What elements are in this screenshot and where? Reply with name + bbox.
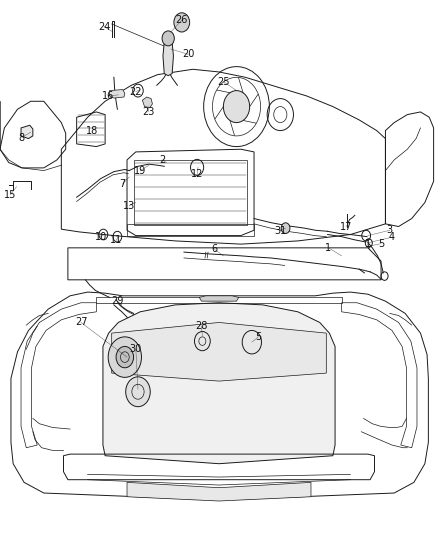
Text: 26: 26 <box>176 15 188 25</box>
Polygon shape <box>199 296 239 301</box>
Circle shape <box>162 31 174 46</box>
Text: 4: 4 <box>389 232 395 242</box>
Circle shape <box>223 91 250 123</box>
Text: 29: 29 <box>111 296 124 306</box>
Text: 30: 30 <box>130 344 142 353</box>
Text: 8: 8 <box>19 133 25 142</box>
Text: 19: 19 <box>134 166 146 175</box>
Polygon shape <box>112 322 326 381</box>
Text: 22: 22 <box>130 87 142 96</box>
Text: 25: 25 <box>217 77 230 86</box>
Text: 12: 12 <box>191 169 203 179</box>
Text: 27: 27 <box>75 318 87 327</box>
Text: 16: 16 <box>102 91 114 101</box>
Text: 28: 28 <box>195 321 208 331</box>
Text: 10: 10 <box>95 232 107 241</box>
Polygon shape <box>110 90 125 98</box>
Text: 20: 20 <box>182 50 194 59</box>
Circle shape <box>116 346 134 368</box>
Text: 1: 1 <box>325 243 332 253</box>
Circle shape <box>194 332 210 351</box>
Text: 5: 5 <box>378 239 384 248</box>
Polygon shape <box>21 125 33 139</box>
Text: 11: 11 <box>110 236 122 245</box>
Text: 6: 6 <box>212 245 218 254</box>
Text: 17: 17 <box>340 222 352 231</box>
Circle shape <box>281 223 290 233</box>
Text: 15: 15 <box>4 190 17 199</box>
Text: 7: 7 <box>120 179 126 189</box>
Text: 5: 5 <box>255 332 261 342</box>
Polygon shape <box>103 303 335 464</box>
Text: 3: 3 <box>387 225 393 235</box>
Polygon shape <box>127 482 311 501</box>
Text: 24: 24 <box>98 22 110 31</box>
Text: 18: 18 <box>86 126 98 135</box>
Text: 31: 31 <box>274 226 286 236</box>
Text: 1: 1 <box>365 239 371 249</box>
Text: 2: 2 <box>159 155 165 165</box>
Polygon shape <box>142 97 152 108</box>
Circle shape <box>126 377 150 407</box>
Text: 23: 23 <box>143 107 155 117</box>
Polygon shape <box>163 40 173 76</box>
Text: 13: 13 <box>123 201 135 211</box>
Circle shape <box>108 337 141 377</box>
Circle shape <box>174 13 190 32</box>
